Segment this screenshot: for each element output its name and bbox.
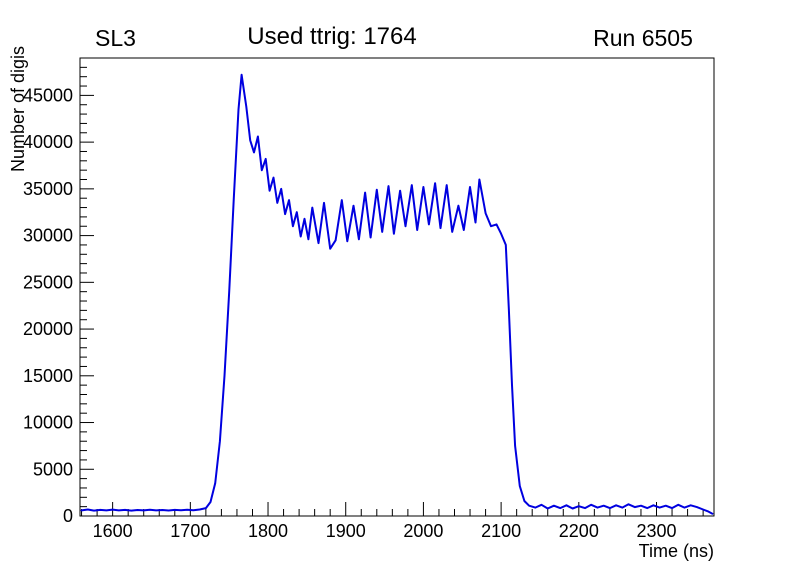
y-tick-label: 40000 bbox=[23, 132, 73, 152]
x-tick-label: 1700 bbox=[170, 521, 210, 541]
x-tick-label: 2300 bbox=[636, 521, 676, 541]
y-tick-label: 30000 bbox=[23, 226, 73, 246]
y-tick-label: 5000 bbox=[33, 459, 73, 479]
chart-right-label: Run 6505 bbox=[593, 25, 693, 51]
y-tick-label: 10000 bbox=[23, 413, 73, 433]
x-tick-label: 1600 bbox=[93, 521, 133, 541]
x-axis-title: Time (ns) bbox=[639, 541, 714, 561]
x-tick-label: 2100 bbox=[481, 521, 521, 541]
y-tick-label: 45000 bbox=[23, 85, 73, 105]
chart-left-label: SL3 bbox=[95, 25, 136, 51]
x-tick-label: 2200 bbox=[559, 521, 599, 541]
x-tick-label: 1800 bbox=[248, 521, 288, 541]
plot-frame bbox=[79, 57, 715, 517]
y-tick-label: 15000 bbox=[23, 366, 73, 386]
y-tick-label: 20000 bbox=[23, 319, 73, 339]
chart-title: Used ttrig: 1764 bbox=[247, 23, 416, 50]
y-tick-label: 25000 bbox=[23, 272, 73, 292]
y-axis-title: Number of digis bbox=[8, 46, 28, 172]
y-tick-label: 35000 bbox=[23, 179, 73, 199]
data-line bbox=[80, 73, 714, 515]
x-tick-label: 2000 bbox=[403, 521, 443, 541]
y-tick-label: 0 bbox=[63, 506, 73, 526]
x-tick-label: 1900 bbox=[326, 521, 366, 541]
